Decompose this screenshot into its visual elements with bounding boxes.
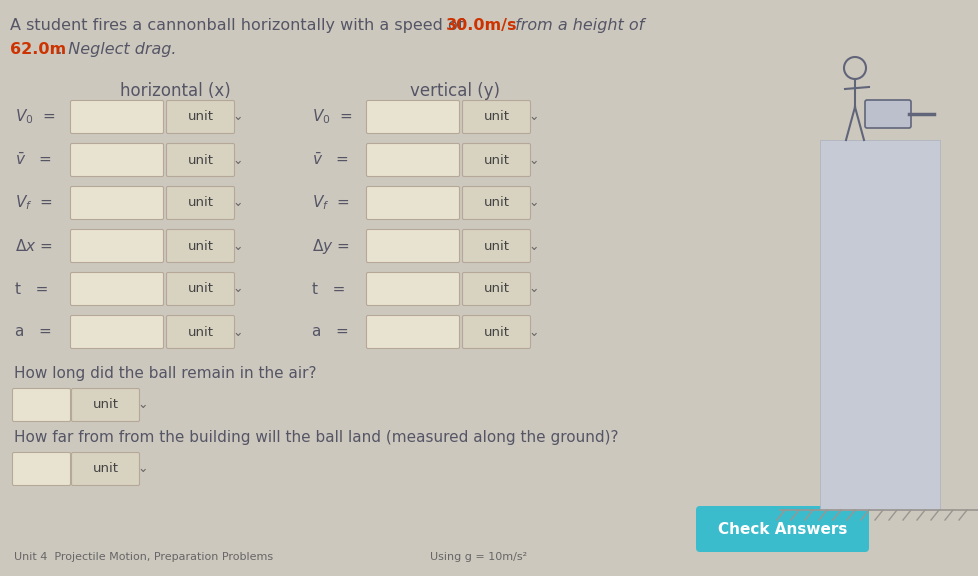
- Text: Check Answers: Check Answers: [717, 521, 846, 536]
- FancyBboxPatch shape: [366, 187, 459, 219]
- Text: unit: unit: [188, 325, 213, 339]
- Text: Using g = 10m/s²: Using g = 10m/s²: [429, 552, 526, 562]
- Text: ⌄: ⌄: [233, 240, 243, 252]
- Text: ⌄: ⌄: [528, 325, 539, 339]
- FancyBboxPatch shape: [166, 100, 235, 134]
- FancyBboxPatch shape: [462, 143, 530, 176]
- Text: horizontal (x): horizontal (x): [119, 82, 230, 100]
- FancyBboxPatch shape: [462, 187, 530, 219]
- FancyBboxPatch shape: [366, 316, 459, 348]
- Text: a   =: a =: [312, 324, 348, 339]
- FancyBboxPatch shape: [462, 100, 530, 134]
- Text: unit: unit: [188, 111, 213, 123]
- FancyBboxPatch shape: [166, 272, 235, 305]
- Text: unit: unit: [483, 111, 509, 123]
- FancyBboxPatch shape: [13, 388, 70, 422]
- FancyBboxPatch shape: [695, 506, 868, 552]
- Text: a   =: a =: [15, 324, 52, 339]
- Text: How far from from the building will the ball land (measured along the ground)?: How far from from the building will the …: [14, 430, 618, 445]
- Text: unit: unit: [483, 325, 509, 339]
- Text: How long did the ball remain in the air?: How long did the ball remain in the air?: [14, 366, 316, 381]
- Text: ⌄: ⌄: [528, 282, 539, 295]
- FancyBboxPatch shape: [366, 143, 459, 176]
- Text: $V_0$  =: $V_0$ =: [312, 108, 352, 126]
- Text: ⌄: ⌄: [233, 325, 243, 339]
- FancyBboxPatch shape: [166, 143, 235, 176]
- Text: unit: unit: [483, 282, 509, 295]
- FancyBboxPatch shape: [70, 187, 163, 219]
- Text: $V_f$  =: $V_f$ =: [312, 194, 349, 213]
- Text: ⌄: ⌄: [233, 282, 243, 295]
- FancyBboxPatch shape: [462, 229, 530, 263]
- FancyBboxPatch shape: [70, 229, 163, 263]
- FancyBboxPatch shape: [166, 316, 235, 348]
- Text: $\bar{v}$   =: $\bar{v}$ =: [15, 152, 52, 168]
- Text: ⌄: ⌄: [528, 153, 539, 166]
- FancyBboxPatch shape: [70, 143, 163, 176]
- Text: ⌄: ⌄: [528, 240, 539, 252]
- FancyBboxPatch shape: [462, 272, 530, 305]
- Bar: [820, 140, 939, 510]
- Text: ⌄: ⌄: [233, 111, 243, 123]
- Text: unit: unit: [483, 196, 509, 210]
- FancyBboxPatch shape: [366, 272, 459, 305]
- Text: $\Delta x$ =: $\Delta x$ =: [15, 238, 53, 254]
- Text: unit: unit: [92, 399, 118, 411]
- Text: 62.0m: 62.0m: [10, 42, 67, 57]
- Text: ⌄: ⌄: [138, 399, 148, 411]
- Text: . Neglect drag.: . Neglect drag.: [58, 42, 176, 57]
- FancyBboxPatch shape: [366, 100, 459, 134]
- Text: $V_f$  =: $V_f$ =: [15, 194, 53, 213]
- Text: unit: unit: [483, 240, 509, 252]
- Text: ⌄: ⌄: [528, 111, 539, 123]
- FancyBboxPatch shape: [865, 100, 911, 128]
- Text: vertical (y): vertical (y): [410, 82, 500, 100]
- FancyBboxPatch shape: [366, 229, 459, 263]
- FancyBboxPatch shape: [71, 388, 139, 422]
- Text: t   =: t =: [312, 282, 345, 297]
- Text: t   =: t =: [15, 282, 48, 297]
- Text: ⌄: ⌄: [528, 196, 539, 210]
- FancyBboxPatch shape: [166, 187, 235, 219]
- Text: $V_0$  =: $V_0$ =: [15, 108, 56, 126]
- FancyBboxPatch shape: [13, 453, 70, 486]
- Text: unit: unit: [188, 282, 213, 295]
- Text: unit: unit: [188, 153, 213, 166]
- Text: ⌄: ⌄: [233, 196, 243, 210]
- Text: Unit 4  Projectile Motion, Preparation Problems: Unit 4 Projectile Motion, Preparation Pr…: [14, 552, 273, 562]
- Text: ⌄: ⌄: [233, 153, 243, 166]
- Text: $\bar{v}$   =: $\bar{v}$ =: [312, 152, 348, 168]
- FancyBboxPatch shape: [70, 316, 163, 348]
- FancyBboxPatch shape: [71, 453, 139, 486]
- Text: unit: unit: [92, 463, 118, 476]
- Text: A student fires a cannonball horizontally with a speed of: A student fires a cannonball horizontall…: [10, 18, 468, 33]
- Text: from a height of: from a height of: [510, 18, 644, 33]
- FancyBboxPatch shape: [166, 229, 235, 263]
- Text: 30.0m/s: 30.0m/s: [446, 18, 517, 33]
- Text: ⌄: ⌄: [138, 463, 148, 476]
- Text: unit: unit: [483, 153, 509, 166]
- FancyBboxPatch shape: [70, 100, 163, 134]
- Text: unit: unit: [188, 240, 213, 252]
- FancyBboxPatch shape: [70, 272, 163, 305]
- FancyBboxPatch shape: [462, 316, 530, 348]
- Text: $\Delta y$ =: $\Delta y$ =: [312, 237, 349, 256]
- Text: unit: unit: [188, 196, 213, 210]
